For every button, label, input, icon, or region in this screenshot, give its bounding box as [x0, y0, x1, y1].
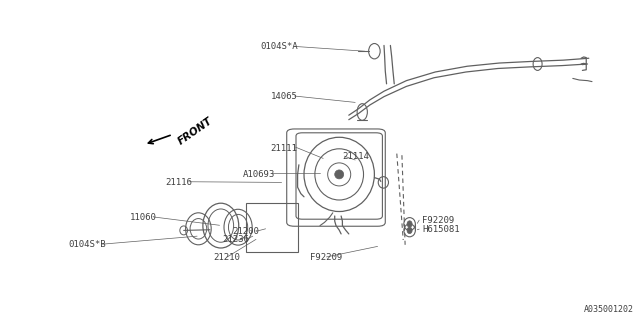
- Text: 14065: 14065: [271, 92, 298, 100]
- Text: A10693: A10693: [243, 170, 275, 179]
- Ellipse shape: [407, 227, 412, 234]
- Text: 0104S*B: 0104S*B: [68, 240, 106, 249]
- Text: FRONT: FRONT: [176, 116, 214, 147]
- Ellipse shape: [407, 221, 412, 227]
- Text: F92209: F92209: [310, 253, 342, 262]
- Text: F92209: F92209: [422, 216, 454, 225]
- Ellipse shape: [335, 170, 344, 179]
- Text: 21111: 21111: [271, 144, 298, 153]
- Text: A035001202: A035001202: [584, 305, 634, 314]
- Text: H615081: H615081: [422, 225, 460, 234]
- Text: 11060: 11060: [130, 213, 157, 222]
- Bar: [246, 203, 298, 252]
- Text: 21116: 21116: [165, 178, 192, 187]
- Text: 21236: 21236: [223, 236, 250, 244]
- Text: 21114: 21114: [342, 152, 369, 161]
- Text: 21200: 21200: [232, 228, 259, 236]
- Text: 21210: 21210: [214, 253, 241, 262]
- Text: 0104S*A: 0104S*A: [260, 42, 298, 51]
